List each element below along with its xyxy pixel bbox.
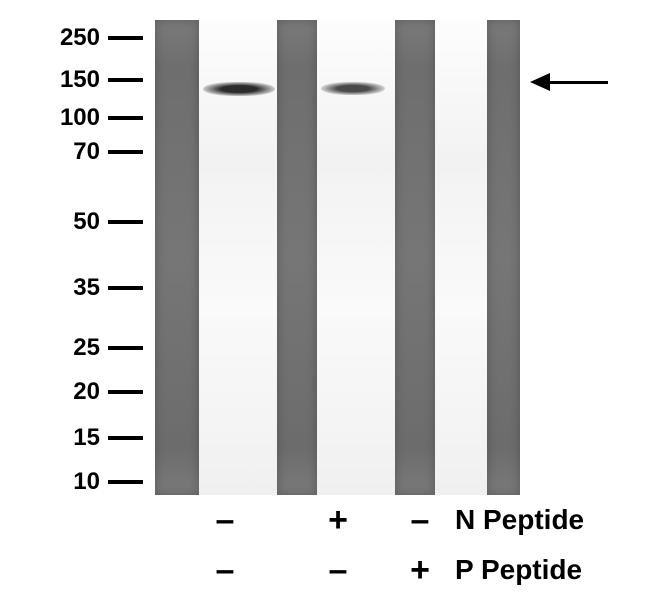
mw-label: 250 (30, 24, 100, 52)
mw-tick (108, 116, 143, 120)
mw-tick (108, 286, 143, 290)
lane-separator (155, 20, 199, 495)
mw-label: 70 (30, 138, 100, 166)
mw-tick (108, 78, 143, 82)
mw-tick (108, 346, 143, 350)
condition-mark: + (400, 553, 440, 587)
mw-tick (108, 150, 143, 154)
mw-label: 100 (30, 104, 100, 132)
mw-tick (108, 36, 143, 40)
mw-label: 25 (30, 334, 100, 362)
mw-tick (108, 436, 143, 440)
mw-label: 150 (30, 66, 100, 94)
mw-tick (108, 480, 143, 484)
blot-membrane (155, 20, 520, 495)
signal-band (321, 82, 385, 95)
lane-separator (395, 20, 435, 495)
condition-mark: + (318, 503, 358, 537)
condition-mark: – (400, 503, 440, 537)
condition-mark: – (205, 553, 245, 587)
mw-label: 50 (30, 208, 100, 236)
condition-label: N Peptide (455, 504, 584, 536)
band-arrow-head (530, 73, 550, 91)
mw-label: 15 (30, 424, 100, 452)
sample-lane (435, 20, 487, 495)
western-blot-figure: 25015010070503525201510–+–N Peptide––+P … (0, 0, 650, 615)
lane-separator (487, 20, 520, 495)
mw-label: 35 (30, 274, 100, 302)
condition-label: P Peptide (455, 554, 582, 586)
condition-mark: – (318, 553, 358, 587)
signal-band (203, 82, 275, 96)
mw-tick (108, 220, 143, 224)
mw-label: 10 (30, 468, 100, 496)
mw-label: 20 (30, 378, 100, 406)
band-arrow-line (548, 81, 608, 84)
condition-mark: – (205, 503, 245, 537)
lane-separator (277, 20, 317, 495)
mw-tick (108, 390, 143, 394)
